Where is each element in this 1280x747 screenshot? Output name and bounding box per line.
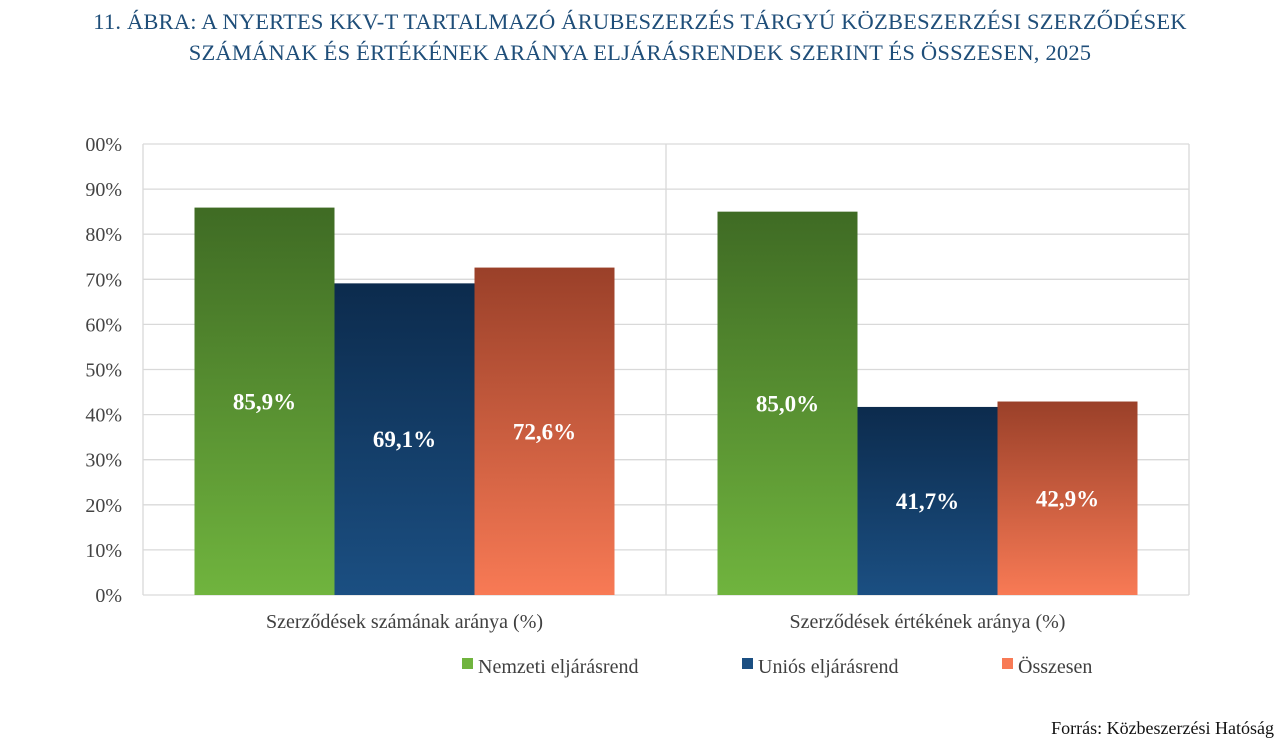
y-tick-label: 10% <box>85 540 122 562</box>
y-tick-label: 30% <box>85 450 122 472</box>
legend-label: Nemzeti eljárásrend <box>478 656 638 678</box>
y-tick-label: 80% <box>85 224 122 246</box>
x-category-label: Szerződések értékének aránya (%) <box>790 611 1066 633</box>
bar <box>334 283 475 595</box>
data-label: 41,7% <box>896 489 959 514</box>
bar <box>857 406 998 595</box>
legend-swatch <box>1002 658 1013 669</box>
y-tick-label: 60% <box>85 314 122 336</box>
bar <box>474 267 615 595</box>
x-category-label: Szerződések számának aránya (%) <box>266 611 543 633</box>
chart-title: 11. ÁBRA: A NYERTES KKV-T TARTALMAZÓ ÁRU… <box>0 6 1280 68</box>
y-tick-label: 0% <box>95 585 122 607</box>
data-label: 72,6% <box>513 419 576 444</box>
data-label: 69,1% <box>373 427 436 452</box>
bar <box>717 211 858 595</box>
data-label: 85,0% <box>756 391 819 416</box>
y-tick-label: 70% <box>85 269 122 291</box>
data-label: 42,9% <box>1036 486 1099 511</box>
data-label: 85,9% <box>233 389 296 414</box>
bar <box>997 401 1138 595</box>
y-tick-label: 90% <box>85 179 122 201</box>
legend-label: Uniós eljárásrend <box>758 656 899 678</box>
legend-swatch <box>742 658 753 669</box>
bar <box>194 207 335 595</box>
chart-title-line-1: 11. ÁBRA: A NYERTES KKV-T TARTALMAZÓ ÁRU… <box>93 9 1187 34</box>
chart-title-line-2: SZÁMÁNAK ÉS ÉRTÉKÉNEK ARÁNYA ELJÁRÁSREND… <box>188 40 1092 65</box>
y-tick-label: 50% <box>85 360 122 382</box>
y-tick-label: 40% <box>85 405 122 427</box>
source-note: Forrás: Közbeszerzési Hatóság <box>1051 718 1274 738</box>
y-tick-label: 20% <box>85 495 122 517</box>
legend-swatch <box>462 658 473 669</box>
legend-label: Összesen <box>1018 655 1092 678</box>
y-tick-label: 00% <box>85 134 122 156</box>
bar-chart: 0% 10% 20% 30% 40% 50% 60% 70% 80% 90% 00% 85,9% 69,… <box>85 134 1190 678</box>
